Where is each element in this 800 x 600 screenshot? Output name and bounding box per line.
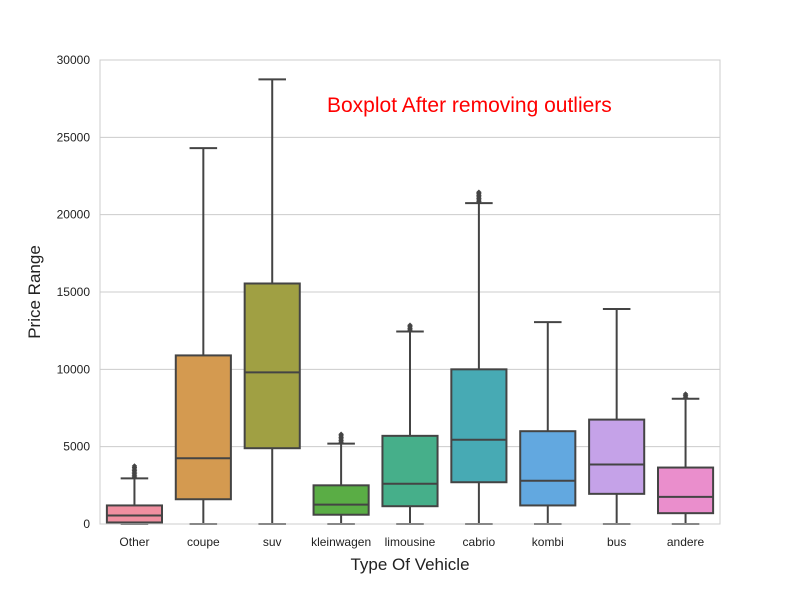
box-bus <box>588 308 646 525</box>
box-suv <box>243 78 301 525</box>
x-tick-label-kleinwagen: kleinwagen <box>311 535 371 549</box>
chart-title: Boxplot After removing outliers <box>327 94 612 117</box>
box-Other <box>105 463 163 525</box>
box-body-cabrio <box>450 368 508 484</box>
x-tick-label-coupe: coupe <box>187 535 220 549</box>
flier-limousine-3 <box>407 322 413 329</box>
x-tick-label-limousine: limousine <box>385 535 436 549</box>
y-tick-label-0: 0 <box>83 517 90 531</box>
x-tick-label-suv: suv <box>263 535 282 549</box>
box-coupe <box>174 147 232 525</box>
y-axis-ticks: 0 5000 10000 15000 20000 25000 30000 <box>57 53 91 531</box>
y-tick-label-5000: 5000 <box>63 440 90 454</box>
y-axis-label: Price Range <box>25 245 44 339</box>
box-body-suv <box>243 282 301 450</box>
y-tick-label-25000: 25000 <box>57 130 91 144</box>
y-tick-label-15000: 15000 <box>57 285 91 299</box>
box-body-andere <box>657 466 715 515</box>
box-body-bus <box>588 418 646 495</box>
box-kleinwagen <box>312 431 370 525</box>
y-tick-label-10000: 10000 <box>57 362 91 376</box>
x-axis-label: Type Of Vehicle <box>350 555 469 574</box>
box-body-Other <box>105 504 163 524</box>
y-tick-label-20000: 20000 <box>57 208 91 222</box>
box-andere <box>657 391 715 525</box>
box-body-coupe <box>174 354 232 501</box>
box-body-kombi <box>519 430 577 507</box>
box-body-limousine <box>381 434 439 508</box>
boxes <box>105 78 715 525</box>
box-cabrio <box>450 189 508 525</box>
x-tick-label-cabrio: cabrio <box>463 535 496 549</box>
y-tick-label-30000: 30000 <box>57 53 91 67</box>
flier-andere-2 <box>682 391 689 397</box>
flier-cabrio-6 <box>476 189 482 196</box>
x-tick-label-andere: andere <box>667 535 705 549</box>
x-tick-label-Other: Other <box>119 535 149 549</box>
x-axis-ticks: Other coupe suv kleinwagen limousine cabrio ko… <box>119 535 704 549</box>
flier-kleinwagen-5 <box>338 431 344 438</box>
x-tick-label-kombi: kombi <box>532 535 564 549</box>
box-limousine <box>381 322 439 525</box>
box-kombi <box>519 321 577 525</box>
flier-Other-7 <box>131 463 138 469</box>
x-tick-label-bus: bus <box>607 535 626 549</box>
box-body-kleinwagen <box>312 484 370 516</box>
plot-frame <box>99 59 721 525</box>
